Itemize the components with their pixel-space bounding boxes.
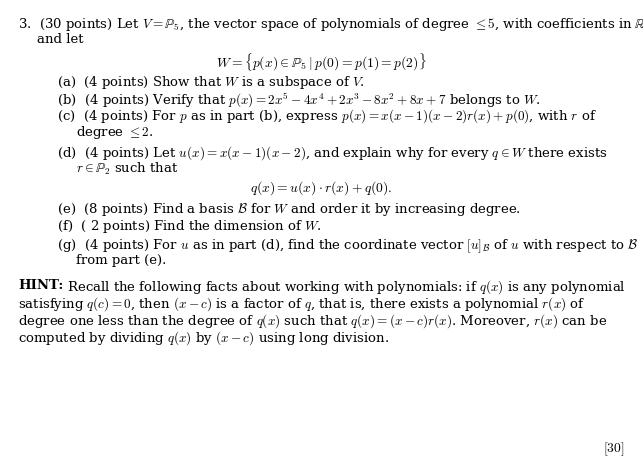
Text: (f)  ( 2 points) Find the dimension of $W$.: (f) ( 2 points) Find the dimension of $W… xyxy=(57,218,322,234)
Text: $[30]$: $[30]$ xyxy=(604,441,625,458)
Text: (b)  (4 points) Verify that $p(x) = 2x^5 - 4x^4 + 2x^3 - 8x^2 + 8x + 7$ belongs : (b) (4 points) Verify that $p(x) = 2x^5 … xyxy=(57,91,540,109)
Text: (c)  (4 points) For $p$ as in part (b), express $p(x) = x(x-1)(x-2)r(x) + p(0)$,: (c) (4 points) For $p$ as in part (b), e… xyxy=(57,107,597,125)
Text: $r \in \mathbb{P}_2$ such that: $r \in \mathbb{P}_2$ such that xyxy=(76,161,178,177)
Text: $W = \{p(x) \in \mathbb{P}_5 \mid p(0) = p(1) = p(2)\}$: $W = \{p(x) \in \mathbb{P}_5 \mid p(0) =… xyxy=(216,52,427,73)
Text: Recall the following facts about working with polynomials: if $q(x)$ is any poly: Recall the following facts about working… xyxy=(64,279,626,296)
Text: (e)  (8 points) Find a basis $\mathcal{B}$ for $W$ and order it by increasing de: (e) (8 points) Find a basis $\mathcal{B}… xyxy=(57,201,520,218)
Text: and let: and let xyxy=(37,33,84,46)
Text: satisfying $q(c) = 0$, then $(x - c)$ is a factor of $q$, that is, there exists : satisfying $q(c) = 0$, then $(x - c)$ is… xyxy=(18,295,586,313)
Text: HINT:: HINT: xyxy=(18,279,64,292)
Text: (g)  (4 points) For $u$ as in part (d), find the coordinate vector $[u]_\mathcal: (g) (4 points) For $u$ as in part (d), f… xyxy=(57,237,638,255)
Text: computed by dividing $q(x)$ by $(x - c)$ using long division.: computed by dividing $q(x)$ by $(x - c)$… xyxy=(18,329,389,347)
Text: (d)  (4 points) Let $u(x) = x(x-1)(x-2)$, and explain why for every $q \in W$ th: (d) (4 points) Let $u(x) = x(x-1)(x-2)$,… xyxy=(57,144,608,162)
Text: from part (e).: from part (e). xyxy=(76,254,167,267)
Text: degree $\leq 2$.: degree $\leq 2$. xyxy=(76,124,154,141)
Text: 3.  (30 points) Let $V = \mathbb{P}_5$, the vector space of polynomials of degre: 3. (30 points) Let $V = \mathbb{P}_5$, t… xyxy=(18,16,643,33)
Text: $q(x) = u(x) \cdot r(x) + q(0).$: $q(x) = u(x) \cdot r(x) + q(0).$ xyxy=(250,180,393,197)
Text: (a)  (4 points) Show that $W$ is a subspace of $V$.: (a) (4 points) Show that $W$ is a subspa… xyxy=(57,74,365,91)
Text: degree one less than the degree of $q(x)$ such that $q(x) = (x-c)r(x)$. Moreover: degree one less than the degree of $q(x)… xyxy=(18,312,607,330)
